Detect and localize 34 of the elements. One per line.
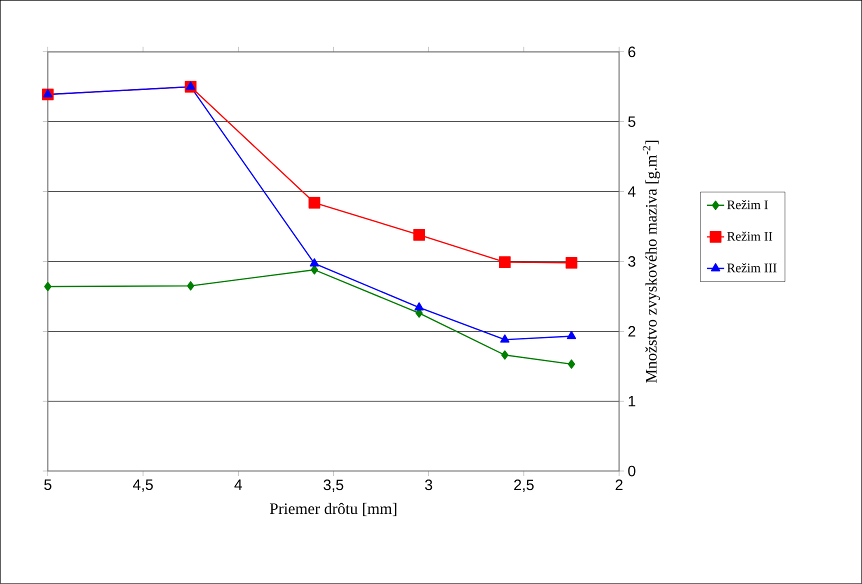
y-tick-label: 5 — [628, 116, 636, 127]
y-tick-label: 2 — [628, 326, 636, 337]
point — [414, 302, 424, 311]
x-tick-label: 4 — [234, 480, 242, 490]
point — [500, 334, 510, 343]
point — [566, 330, 576, 340]
x-tick-label: 4,5 — [132, 480, 153, 492]
y-tick-label: 4 — [628, 186, 636, 197]
legend-label: Režim I — [727, 200, 768, 210]
x-tick-label: 2 — [616, 480, 622, 490]
point — [186, 82, 196, 90]
legend-label: Režim II — [727, 232, 772, 241]
y-tick-label: 0 — [628, 466, 636, 476]
point — [308, 196, 320, 209]
x-tick-label: 2,5 — [514, 480, 534, 492]
point — [44, 282, 52, 292]
y-tick-label: 1 — [628, 396, 636, 406]
point — [568, 360, 576, 369]
point — [186, 281, 194, 291]
y-tick-label: 6 — [628, 46, 636, 58]
legend-label: Režim III — [727, 263, 777, 272]
y-axis-title: Množstvo zvyskového maziva [g.m$^{-2}$] — [642, 140, 660, 383]
point — [566, 257, 578, 269]
point — [310, 258, 320, 267]
point — [310, 265, 318, 275]
x-tick-label: 3,5 — [324, 480, 344, 492]
point — [501, 350, 508, 360]
point — [498, 256, 511, 268]
x-tick-label: 3 — [425, 480, 432, 490]
y-tick-label: 3 — [628, 256, 636, 267]
x-tick-label: 5 — [44, 480, 52, 490]
point — [413, 229, 425, 241]
x-axis-title: Priemer drôtu [mm] — [270, 502, 396, 516]
point — [43, 89, 52, 98]
